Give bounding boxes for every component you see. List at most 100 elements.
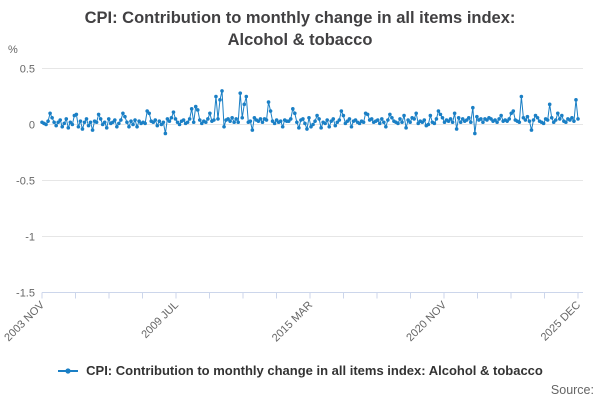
series-point-marker: [258, 117, 263, 121]
source-label: Source:: [550, 383, 594, 397]
series-point-marker: [382, 120, 386, 125]
series-point-marker: [248, 119, 253, 123]
series-point-marker: [560, 113, 564, 118]
series-point-marker: [545, 118, 550, 122]
x-tick-label: 2025 DEC: [539, 299, 583, 343]
series-point-marker: [527, 119, 532, 123]
series-point-marker: [234, 117, 238, 121]
series-point-marker: [408, 120, 412, 125]
series-point-marker: [266, 100, 271, 104]
series-point-marker: [331, 117, 336, 121]
series-point-marker: [511, 109, 516, 113]
series-point-marker: [153, 118, 158, 122]
series-point-marker: [311, 122, 315, 127]
series-point-marker: [297, 126, 301, 130]
series-point-marker: [88, 120, 93, 125]
series-point-marker: [473, 131, 477, 136]
series-point-marker: [558, 117, 562, 121]
series-point-marker: [303, 121, 307, 126]
y-tick-label: -0.5: [16, 176, 35, 188]
series-point-marker: [102, 120, 107, 125]
series-point-marker: [208, 111, 212, 116]
series-point-marker: [106, 117, 111, 121]
series-point-marker: [438, 112, 443, 117]
series-point-marker: [414, 111, 418, 116]
series-point-marker: [127, 124, 131, 129]
series-point-marker: [412, 117, 416, 121]
series-point-marker: [216, 117, 220, 121]
series-point-marker: [398, 117, 402, 121]
series-point-marker: [272, 121, 277, 126]
series-point-marker: [541, 121, 546, 126]
series-point-marker: [60, 124, 65, 129]
series-point-marker: [497, 117, 501, 121]
series-point-marker: [384, 124, 388, 129]
y-tick-label: -1.5: [16, 288, 35, 300]
series-point-marker: [499, 113, 503, 118]
series-point-marker: [70, 122, 75, 127]
chart-title: CPI: Contribution to monthly change in a…: [0, 7, 600, 51]
y-tick-label: 0: [29, 120, 35, 132]
series-point-marker: [94, 120, 99, 125]
series-point-marker: [337, 118, 342, 122]
series-point-marker: [452, 111, 457, 116]
series-point-marker: [553, 118, 558, 122]
series-point-marker: [185, 120, 190, 125]
series-point-marker: [169, 115, 174, 120]
series-point-marker: [564, 120, 568, 125]
series-point-marker: [244, 94, 249, 99]
series-point-marker: [64, 117, 69, 121]
series-point-marker: [576, 117, 580, 121]
series-point-marker: [454, 127, 459, 131]
series-point-marker: [471, 105, 475, 110]
series-point-marker: [547, 102, 552, 107]
series-point-marker: [195, 108, 200, 112]
series-point-marker: [133, 118, 137, 122]
series-point-marker: [76, 124, 81, 129]
series-point-marker: [181, 118, 186, 122]
series-point-marker: [104, 126, 109, 130]
series-point-marker: [204, 120, 208, 125]
series-point-marker: [469, 120, 473, 125]
series-point-marker: [74, 112, 79, 117]
series-point-marker: [66, 126, 71, 130]
series-point-marker: [570, 115, 574, 120]
series-point-marker: [121, 111, 125, 116]
series-point-marker: [278, 119, 283, 123]
series-point-marker: [549, 115, 554, 120]
series-point-marker: [523, 118, 528, 122]
series-point-marker: [347, 117, 352, 121]
series-point-marker: [48, 111, 52, 116]
series-point-marker: [197, 118, 202, 122]
series-point-marker: [206, 117, 210, 121]
series-point-marker: [86, 123, 91, 128]
series-point-marker: [96, 112, 101, 117]
series-point-marker: [117, 121, 121, 126]
series-point-marker: [305, 127, 309, 131]
legend-series-label: CPI: Contribution to monthly change in a…: [86, 363, 543, 378]
series-point-marker: [82, 120, 87, 125]
series-point-marker: [240, 115, 245, 120]
series-point-marker: [428, 113, 433, 118]
series-point-marker: [230, 115, 234, 120]
series-point-marker: [222, 124, 226, 129]
x-tick-label: 2020 NOV: [404, 299, 449, 344]
series-point-marker: [177, 122, 182, 127]
series-point-marker: [242, 102, 247, 107]
series-point-marker: [155, 123, 160, 128]
series-point-marker: [448, 117, 453, 121]
series-point-marker: [390, 115, 394, 120]
series-point-marker: [317, 117, 321, 121]
series-point-marker: [44, 122, 48, 127]
series-point-marker: [507, 117, 512, 121]
series-point-marker: [78, 119, 83, 123]
series-point-marker: [191, 120, 196, 125]
x-tick-label: 2015 MAR: [270, 299, 315, 344]
series-point-marker: [268, 109, 273, 113]
series-point-marker: [525, 114, 530, 119]
legend[interactable]: CPI: Contribution to monthly change in a…: [0, 363, 600, 378]
series-point-marker: [475, 114, 479, 119]
series-point-marker: [572, 119, 576, 123]
